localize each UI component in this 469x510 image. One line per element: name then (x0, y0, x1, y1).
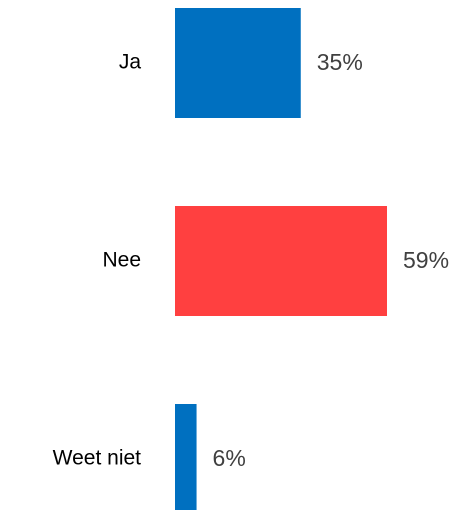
category-labels-group: Ja Nee Weet niet (53, 51, 142, 470)
value-labels-group: 35% 59% 6% (213, 49, 449, 471)
bars-group (175, 8, 387, 510)
category-label: Nee (102, 249, 141, 272)
bar-nee (175, 206, 387, 316)
value-label: 35% (317, 49, 363, 75)
value-label: 59% (403, 247, 449, 273)
bar-weet-niet (175, 404, 197, 510)
value-label: 6% (213, 445, 246, 471)
category-label: Ja (119, 51, 142, 74)
category-label: Weet niet (53, 447, 141, 470)
bar-ja (175, 8, 301, 118)
